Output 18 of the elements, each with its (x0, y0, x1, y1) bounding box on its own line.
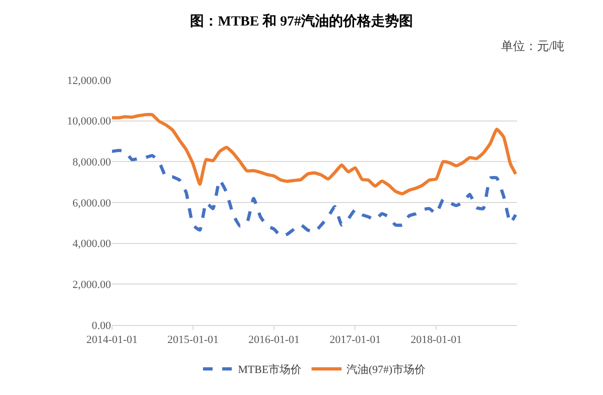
x-tick-label: 2014-01-01 (86, 334, 138, 346)
y-tick-label: 2,000.00 (72, 279, 112, 292)
line-series (112, 148, 517, 238)
legend-label: 汽油(97#)市场价 (346, 363, 426, 376)
y-tick-label: 4,000.00 (72, 238, 112, 250)
x-tick-label: 2015-01-01 (167, 334, 219, 346)
y-tick-label: 10,000.00 (67, 116, 112, 128)
x-tick-label: 2018-01-01 (410, 334, 462, 346)
x-tick-label: 2017-01-01 (330, 334, 381, 346)
y-tick-label: 8,000.00 (72, 156, 112, 169)
y-tick-label: 0.00 (92, 320, 112, 332)
text: 单位：元/吨 (501, 39, 564, 53)
chart-title: 图：MTBE 和 97#汽油的价格走势图 (190, 14, 414, 30)
legend-label: MTBE市场价 (238, 363, 302, 376)
line-series (112, 112, 517, 196)
x-tick-label: 2016-01-01 (248, 334, 300, 346)
y-tick-label: 6,000.00 (72, 197, 112, 210)
y-tick-label: 12,000.00 (67, 74, 112, 87)
